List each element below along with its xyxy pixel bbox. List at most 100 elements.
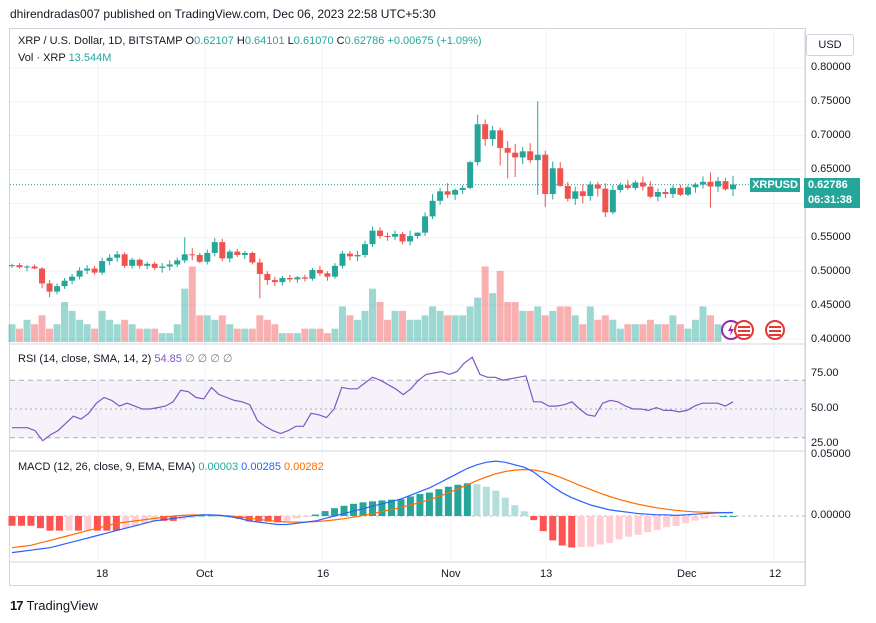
currency-button[interactable]: USD: [806, 34, 854, 56]
candle-body: [369, 230, 376, 245]
macd-histogram-bar: [46, 516, 54, 531]
candle-body: [151, 263, 158, 268]
volume-bar: [556, 306, 564, 342]
volume-bar: [316, 328, 324, 342]
candle-body: [84, 268, 91, 271]
price-tick: 0.45000: [811, 299, 851, 311]
volume-bar: [16, 328, 24, 342]
volume-bar: [23, 319, 31, 342]
macd-histogram-bar: [217, 515, 225, 517]
macd-histogram-bar: [387, 499, 395, 516]
volume-bar: [61, 302, 69, 342]
macd-histogram-bar: [577, 516, 585, 547]
volume-bar: [571, 315, 579, 342]
volume-bar: [226, 324, 234, 342]
volume-bar: [158, 333, 166, 342]
candle-body: [346, 253, 353, 257]
macd-histogram-bar: [55, 516, 63, 531]
high-label: H: [236, 35, 245, 47]
volume-bar: [106, 319, 114, 342]
macd-histogram-bar: [568, 516, 576, 548]
candle-body: [512, 152, 519, 158]
volume-bar: [113, 324, 121, 342]
macd-histogram-bar: [312, 514, 320, 516]
candle-body: [639, 182, 646, 187]
macd-histogram-bar: [74, 516, 82, 531]
time-tick: Dec: [677, 568, 697, 580]
candle-body: [9, 265, 15, 267]
macd-histogram-bar: [558, 516, 566, 546]
volume-bar: [669, 315, 677, 342]
time-tick: Oct: [196, 568, 214, 580]
volume-bar: [211, 319, 219, 342]
brand-name: TradingView: [26, 598, 99, 613]
macd-histogram-bar: [103, 516, 111, 531]
rsi-tick: 25.00: [811, 437, 839, 449]
flag-stripe: [738, 326, 750, 328]
macd-histogram-bar: [416, 494, 424, 516]
macd-histogram-bar: [350, 503, 358, 516]
candle-body: [234, 251, 241, 255]
volume-bar: [564, 306, 572, 342]
macd-tick: 0.05000: [811, 448, 851, 460]
volume-bar: [263, 319, 271, 342]
macd-label: MACD (12, 26, close, 9, EMA, EMA): [18, 461, 196, 473]
volume-bar: [173, 324, 181, 342]
volume-bar: [391, 310, 399, 342]
candle-body: [121, 254, 128, 266]
volume-bar: [646, 319, 654, 342]
volume-bar: [248, 328, 256, 342]
footer-brand: 17 TradingView: [10, 598, 98, 613]
price-tick: 0.70000: [811, 129, 851, 141]
candle-body: [69, 276, 76, 281]
volume-bar: [466, 306, 474, 342]
candle-body: [264, 273, 271, 281]
candle-body: [309, 269, 316, 279]
candle-body: [677, 187, 684, 195]
published-caption: dhirendradas007 published on TradingView…: [10, 7, 436, 21]
volume-bar: [128, 324, 136, 342]
flag-stripe: [738, 330, 750, 332]
candle-body: [422, 216, 429, 233]
volume-bar: [706, 315, 714, 342]
macd-histogram-bar: [691, 516, 699, 521]
candle-body: [714, 181, 721, 187]
bar-countdown: 06:31:38: [808, 194, 853, 206]
volume-bar: [46, 328, 54, 342]
volume-bar: [661, 324, 669, 342]
volume-bar: [286, 333, 294, 342]
macd-histogram-bar: [710, 516, 718, 517]
macd-histogram-bar: [425, 492, 433, 516]
volume-bar: [353, 319, 361, 342]
candle-body: [256, 262, 263, 274]
macd-histogram-bar: [406, 496, 414, 516]
candle-body: [196, 254, 203, 262]
volume-bar: [181, 288, 189, 342]
candle-body: [354, 254, 361, 257]
macd-histogram-bar: [644, 516, 652, 533]
macd-histogram-bar: [331, 508, 339, 516]
volume-bar: [53, 324, 61, 342]
volume-bar: [76, 319, 84, 342]
volume-bar: [624, 324, 632, 342]
candle-body: [181, 254, 188, 261]
rsi-extra: ∅ ∅ ∅ ∅: [184, 353, 233, 365]
candle-body: [271, 280, 278, 283]
macd-histogram-bar: [682, 516, 690, 524]
last-price: 0.62786: [808, 179, 848, 191]
candle-body: [482, 124, 489, 140]
rsi-label: RSI (14, close, SMA, 14, 2): [18, 353, 152, 365]
change-value: +0.00675 (+1.09%): [387, 35, 482, 47]
volume-bar: [308, 328, 316, 342]
rsi-line: [12, 356, 734, 442]
candle-body: [16, 265, 23, 268]
macd-histogram-bar: [160, 516, 168, 521]
candle-body: [497, 130, 504, 148]
volume-bar: [594, 319, 602, 342]
volume-bar: [459, 315, 467, 342]
candle-body: [392, 233, 399, 237]
candle-body: [99, 261, 106, 273]
candle-body: [602, 188, 609, 213]
macd-histogram-bar: [274, 516, 282, 523]
candle-body: [294, 277, 301, 280]
